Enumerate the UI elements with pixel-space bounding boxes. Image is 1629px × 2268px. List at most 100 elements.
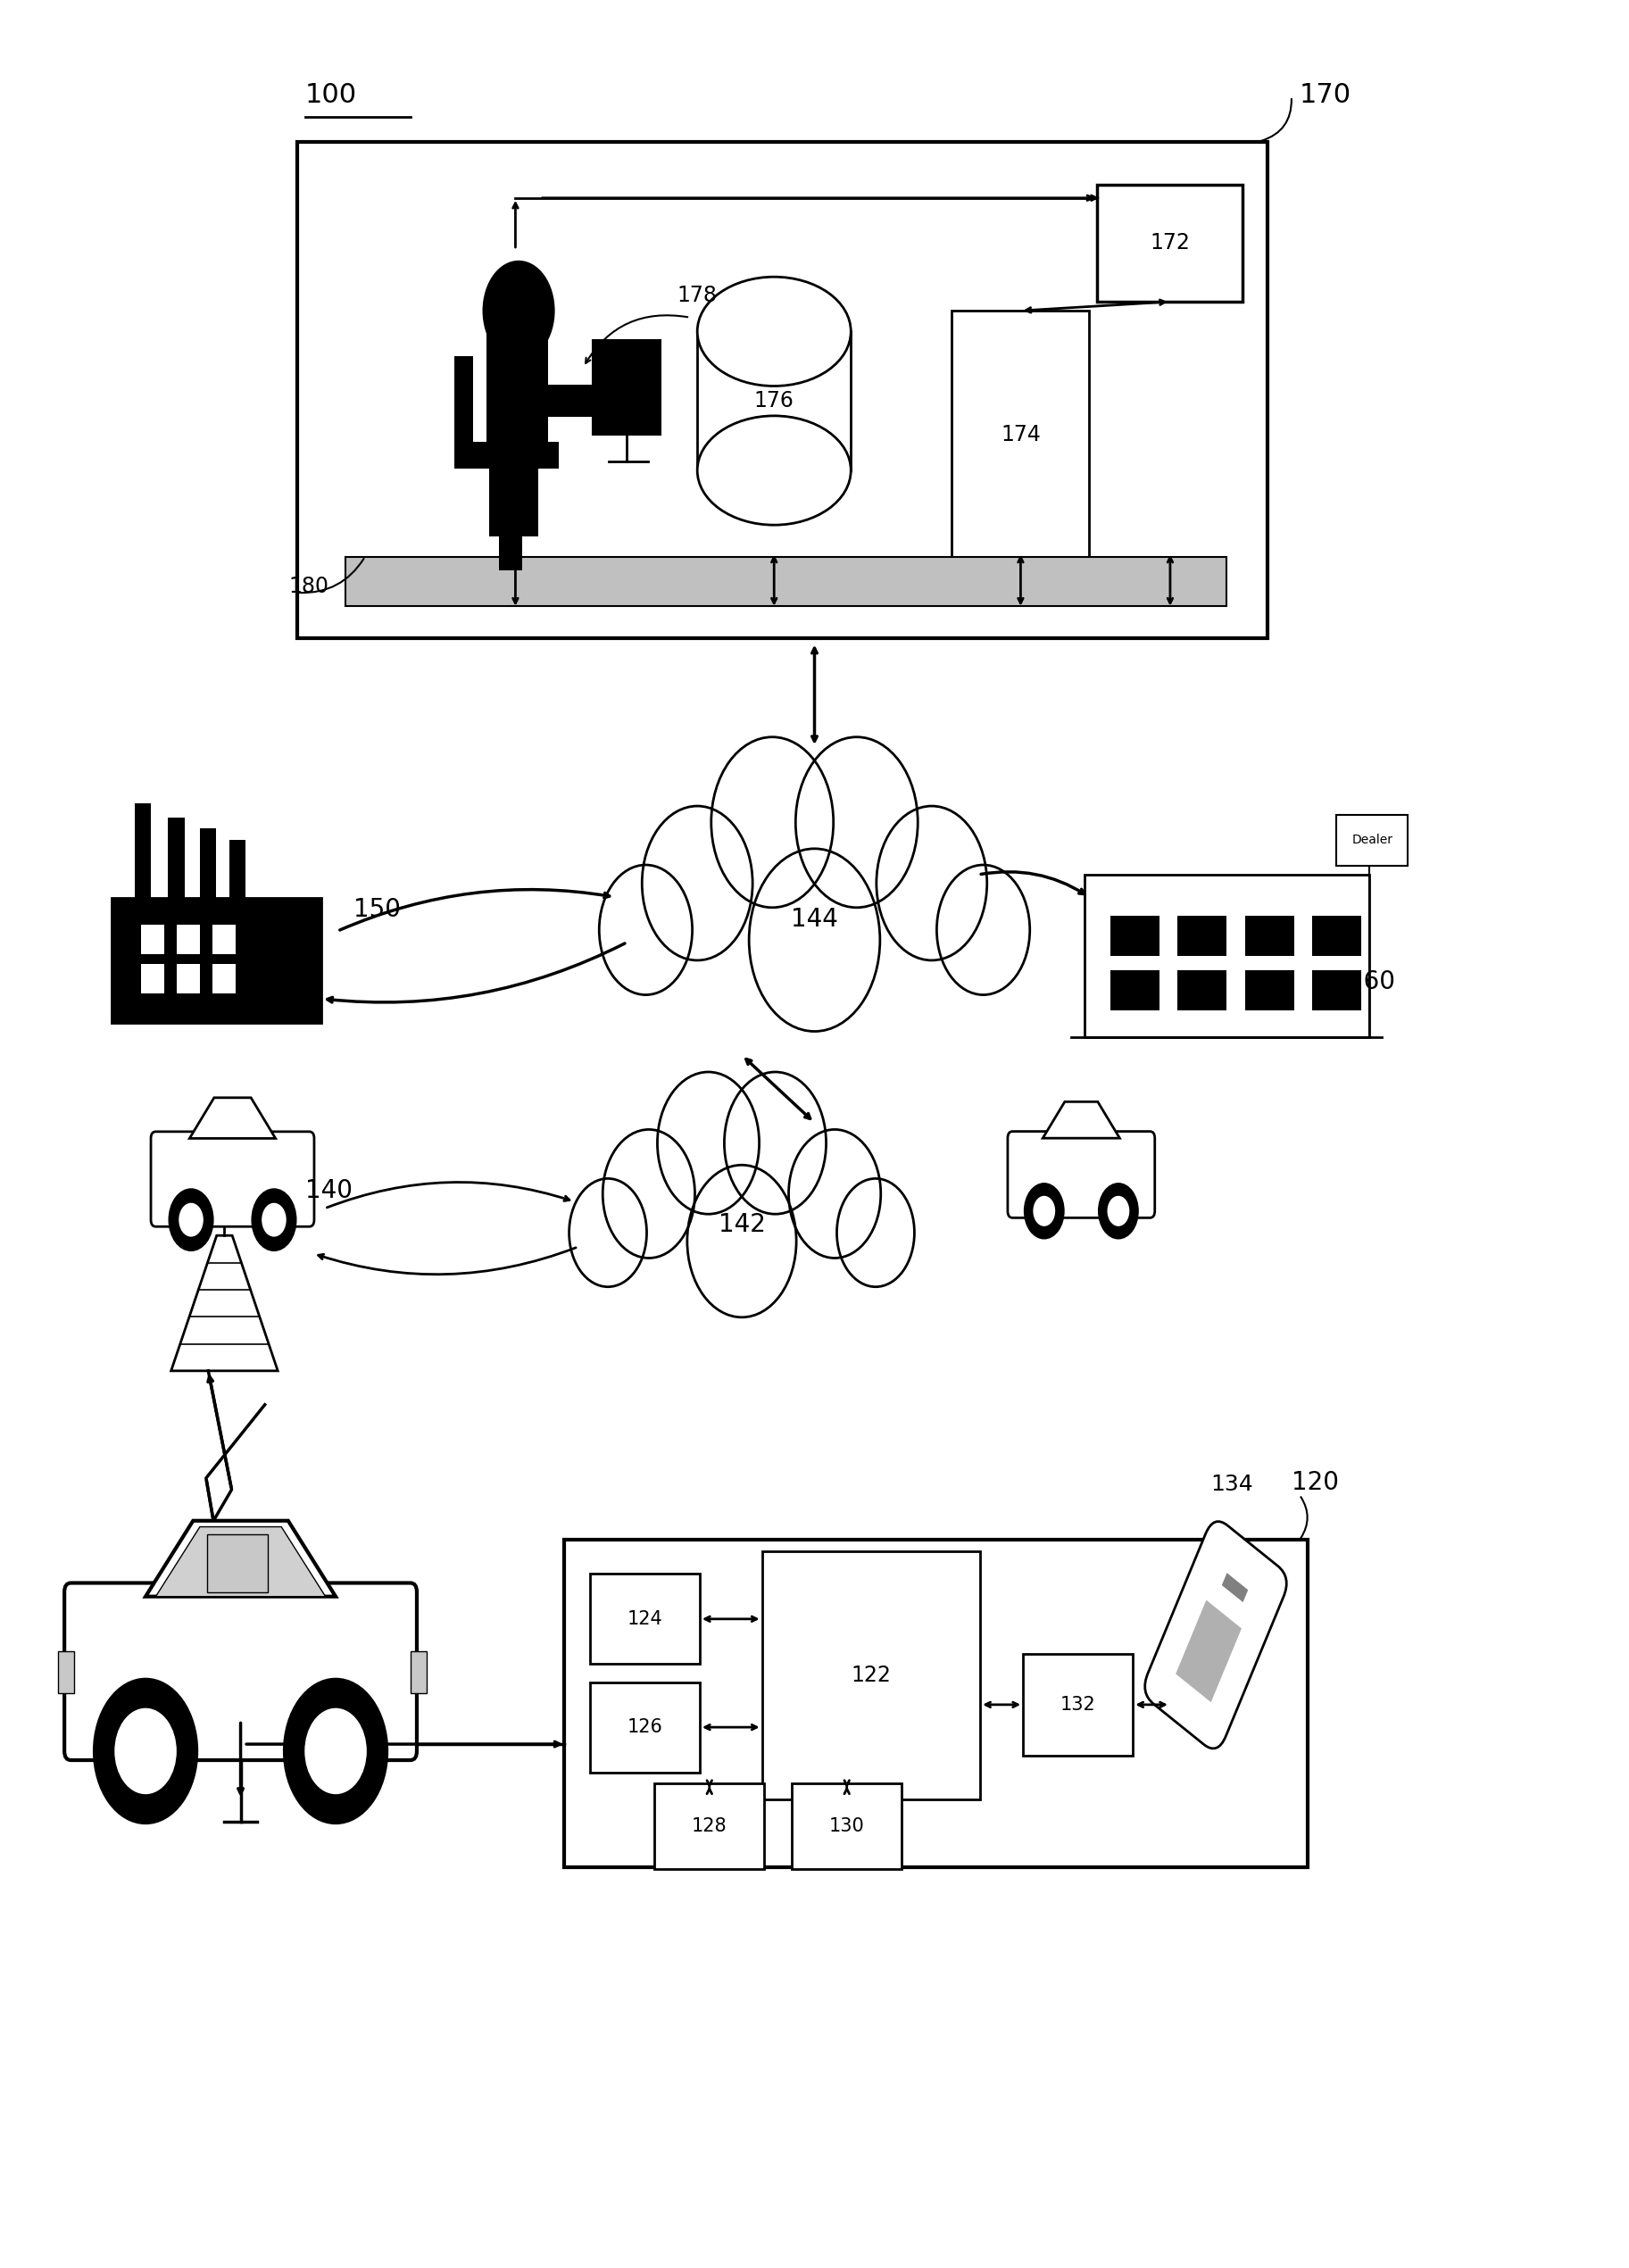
FancyBboxPatch shape	[1337, 814, 1407, 866]
FancyBboxPatch shape	[762, 1551, 981, 1799]
FancyBboxPatch shape	[1311, 916, 1362, 955]
Ellipse shape	[697, 415, 850, 524]
Circle shape	[788, 1129, 881, 1259]
FancyBboxPatch shape	[176, 925, 199, 955]
Circle shape	[484, 261, 554, 361]
FancyBboxPatch shape	[564, 1540, 1308, 1867]
FancyBboxPatch shape	[1111, 916, 1160, 955]
FancyBboxPatch shape	[1085, 875, 1368, 1036]
Text: 124: 124	[627, 1610, 663, 1628]
Text: Dealer: Dealer	[1352, 835, 1393, 846]
Circle shape	[712, 737, 834, 907]
Circle shape	[93, 1678, 197, 1823]
FancyBboxPatch shape	[593, 340, 661, 435]
FancyBboxPatch shape	[454, 356, 474, 469]
Circle shape	[599, 864, 692, 996]
FancyBboxPatch shape	[168, 819, 184, 898]
FancyBboxPatch shape	[199, 828, 217, 898]
Text: 132: 132	[1060, 1696, 1096, 1715]
Polygon shape	[171, 1236, 279, 1370]
FancyBboxPatch shape	[1111, 971, 1160, 1009]
FancyBboxPatch shape	[411, 1651, 427, 1694]
FancyBboxPatch shape	[792, 1783, 902, 1869]
FancyBboxPatch shape	[59, 1651, 73, 1694]
FancyBboxPatch shape	[212, 964, 235, 993]
FancyBboxPatch shape	[1245, 916, 1293, 955]
FancyBboxPatch shape	[697, 331, 850, 469]
Circle shape	[876, 805, 987, 959]
Text: 126: 126	[627, 1719, 663, 1735]
FancyBboxPatch shape	[135, 803, 151, 898]
Circle shape	[837, 1179, 914, 1286]
FancyBboxPatch shape	[454, 442, 559, 469]
FancyBboxPatch shape	[345, 556, 1227, 606]
FancyBboxPatch shape	[176, 964, 199, 993]
FancyBboxPatch shape	[487, 327, 547, 458]
FancyBboxPatch shape	[1178, 971, 1227, 1009]
Polygon shape	[156, 1526, 326, 1597]
Text: 176: 176	[754, 390, 793, 411]
FancyBboxPatch shape	[230, 839, 246, 898]
FancyBboxPatch shape	[655, 1783, 764, 1869]
Text: 150: 150	[353, 898, 401, 923]
Circle shape	[687, 1166, 797, 1318]
Circle shape	[603, 1129, 696, 1259]
Text: 172: 172	[1150, 231, 1191, 254]
FancyBboxPatch shape	[544, 386, 606, 417]
FancyBboxPatch shape	[590, 1683, 700, 1771]
Circle shape	[749, 848, 880, 1032]
FancyBboxPatch shape	[207, 1535, 267, 1592]
Ellipse shape	[697, 277, 850, 386]
FancyBboxPatch shape	[212, 925, 235, 955]
Circle shape	[569, 1179, 647, 1286]
Circle shape	[1108, 1198, 1129, 1225]
FancyBboxPatch shape	[1008, 1132, 1155, 1218]
Circle shape	[642, 805, 753, 959]
Circle shape	[725, 1073, 826, 1213]
FancyBboxPatch shape	[1098, 184, 1243, 302]
Circle shape	[937, 864, 1030, 996]
Circle shape	[262, 1204, 285, 1236]
Circle shape	[252, 1188, 296, 1250]
Text: 100: 100	[305, 82, 357, 107]
Polygon shape	[145, 1522, 336, 1597]
FancyBboxPatch shape	[498, 519, 521, 569]
Circle shape	[169, 1188, 213, 1250]
FancyBboxPatch shape	[111, 898, 321, 1023]
FancyBboxPatch shape	[151, 1132, 314, 1227]
Text: 170: 170	[1300, 82, 1352, 107]
FancyBboxPatch shape	[1245, 971, 1293, 1009]
Text: 144: 144	[792, 907, 837, 932]
Circle shape	[179, 1204, 202, 1236]
FancyBboxPatch shape	[1178, 916, 1227, 955]
FancyBboxPatch shape	[1023, 1653, 1134, 1755]
Circle shape	[795, 737, 917, 907]
Text: 134: 134	[1210, 1474, 1253, 1495]
Circle shape	[283, 1678, 388, 1823]
Circle shape	[1025, 1184, 1064, 1238]
Circle shape	[1034, 1198, 1054, 1225]
Text: 140: 140	[305, 1177, 352, 1202]
Text: 122: 122	[850, 1665, 891, 1685]
Text: 160: 160	[1347, 968, 1396, 993]
FancyBboxPatch shape	[1176, 1599, 1241, 1703]
Text: 120: 120	[1292, 1470, 1339, 1495]
FancyBboxPatch shape	[140, 964, 165, 993]
Text: 110: 110	[119, 1749, 166, 1774]
FancyBboxPatch shape	[951, 311, 1090, 558]
FancyBboxPatch shape	[296, 141, 1267, 637]
Text: 180: 180	[288, 576, 329, 596]
Text: 128: 128	[692, 1817, 727, 1835]
FancyBboxPatch shape	[1311, 971, 1362, 1009]
Text: 174: 174	[1000, 424, 1041, 445]
Text: 178: 178	[678, 286, 717, 306]
Polygon shape	[189, 1098, 275, 1139]
FancyBboxPatch shape	[590, 1574, 700, 1665]
FancyBboxPatch shape	[140, 925, 165, 955]
Circle shape	[116, 1708, 176, 1794]
Text: 142: 142	[718, 1211, 766, 1236]
FancyBboxPatch shape	[1145, 1522, 1287, 1749]
Circle shape	[1098, 1184, 1139, 1238]
FancyBboxPatch shape	[65, 1583, 417, 1760]
Circle shape	[305, 1708, 367, 1794]
